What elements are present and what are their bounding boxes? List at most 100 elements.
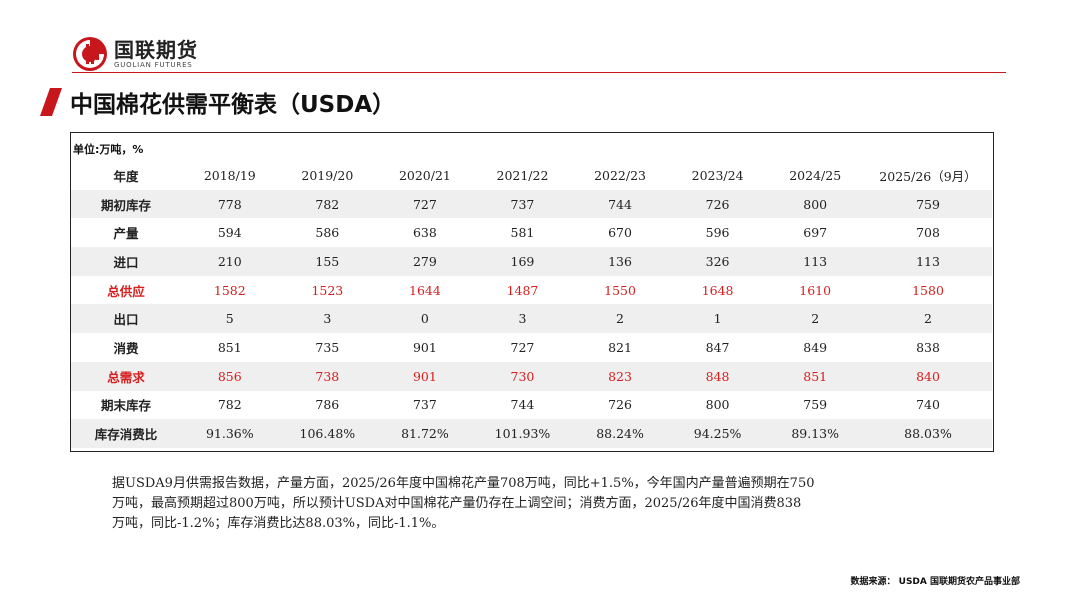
table-cell: 1580 [912,282,944,298]
table-cell: 1 [668,304,767,334]
table-row: 库存消费比 91.36% 106.48% 81.72% 101.93% 88.24% 94.… [71,419,992,448]
table-cell: 782 [278,189,377,219]
table-cell: 1648 [701,282,734,298]
table-row: 总需求 856 738 901 730 823 848 851 840 [71,361,992,391]
table-cell: 738 [278,361,377,391]
table-cell: 735 [315,339,340,355]
table-cell: 848 [668,361,767,391]
table-cell: 101.93% [473,419,572,448]
data-source-note: 数据来源： USDA 国联期货农产品事业部 [850,577,1021,587]
table-cell: 2 [571,304,669,334]
table-cell: 594 [217,225,242,241]
table-cell: 840 [864,361,992,391]
table-cell: 94.25% [668,419,767,448]
row-label: 总需求 [71,361,181,391]
table-cell: 88.24% [571,419,669,448]
table-cell: 821 [608,339,632,355]
table-cell: 901 [376,361,474,391]
table-row: 总供应 1582 1523 1644 1487 1550 1648 1610 1580 [71,276,992,305]
header-divider [72,72,1006,73]
table-cell: 3 [473,304,572,334]
table-cell: 901 [412,339,437,355]
table-cell: 726 [608,397,632,413]
row-label: 期末库存 [100,398,151,414]
table-cell: 279 [376,247,474,276]
column-header: 2018/19 [203,167,256,183]
table-cell: 1523 [311,282,344,298]
table-cell: 726 [668,189,767,219]
table-cell: 740 [916,397,940,413]
table-cell: 851 [766,361,864,391]
table-cell: 744 [571,189,669,219]
paragraph-line: 万吨，同比-1.2%；库存消费比达88.03%，同比-1.1%。 [112,516,445,531]
row-label: 消费 [113,340,139,356]
table-cell: 586 [315,225,340,241]
balance-table-frame: 单位:万吨，% 年度 2018/19 2019/20 2020/21 2021/… [70,132,994,452]
row-label: 库存消费比 [71,419,181,448]
column-header: 2022/23 [594,167,646,183]
row-label: 期初库存 [71,189,181,219]
table-cell: 155 [278,247,377,276]
table-cell: 670 [608,225,632,241]
table-cell: 0 [376,304,474,334]
table-cell: 81.72% [376,419,474,448]
column-header: 年度 [113,168,139,184]
table-cell: 113 [864,247,992,276]
row-label: 产量 [113,226,139,242]
balance-table: 年度 2018/19 2019/20 2020/21 2021/22 2022/… [71,161,992,448]
table-row: 出口 5 3 0 3 2 1 2 2 [71,304,992,334]
table-cell: 800 [766,189,864,219]
table-row: 进口 210 155 279 169 136 326 113 113 [71,247,992,276]
table-cell: 730 [473,361,572,391]
table-cell: 91.36% [181,419,279,448]
table-cell: 169 [473,247,572,276]
table-cell: 113 [766,247,864,276]
table-cell: 3 [278,304,377,334]
table-cell: 581 [510,225,535,241]
table-cell: 851 [217,339,242,355]
title-slash-icon [40,88,62,116]
logo-english-name: GUOLIAN FUTURES [114,60,193,69]
table-cell: 737 [473,189,572,219]
guolian-logo-icon [73,37,107,71]
table-cell: 326 [668,247,767,276]
table-row: 期末库存 782 786 737 744 726 800 759 740 [71,391,992,420]
table-cell: 638 [412,225,437,241]
table-cell: 708 [916,225,940,241]
table-cell: 778 [181,189,279,219]
table-cell: 800 [705,397,730,413]
table-cell: 2 [864,304,992,334]
title-bar: 中国棉花供需平衡表（USDA） [40,86,395,118]
column-header: 2020/21 [398,167,451,183]
table-cell: 1487 [506,282,539,298]
table-cell: 856 [181,361,279,391]
column-header: 2019/20 [301,167,354,183]
table-cell: 1644 [409,282,441,298]
table-cell: 5 [181,304,279,334]
table-cell: 782 [217,397,242,413]
table-row: 期初库存 778 782 727 737 744 726 800 759 [71,189,992,219]
table-cell: 2 [766,304,864,334]
column-header: 2024/25 [789,167,842,183]
table-cell: 1582 [213,282,246,298]
table-cell: 210 [181,247,279,276]
table-row: 产量 594 586 638 581 670 596 697 708 [71,218,992,247]
column-header: 2021/22 [496,167,549,183]
column-header: 2023/24 [691,167,744,183]
table-cell: 727 [376,189,474,219]
table-cell: 727 [510,339,535,355]
table-cell: 136 [571,247,669,276]
table-cell: 838 [916,339,940,355]
table-cell: 849 [803,339,828,355]
table-cell: 823 [571,361,669,391]
page-title: 中国棉花供需平衡表（USDA） [70,92,396,118]
table-cell: 1550 [604,282,636,298]
logo-chinese-name: 国联期货 [114,37,198,62]
table-cell: 596 [705,225,730,241]
table-cell: 697 [803,225,828,241]
table-row: 消费 851 735 901 727 821 847 849 838 [71,333,992,362]
row-label: 出口 [71,304,181,334]
row-label: 总供应 [107,283,145,299]
table-cell: 847 [705,339,730,355]
table-cell: 1610 [799,282,832,298]
